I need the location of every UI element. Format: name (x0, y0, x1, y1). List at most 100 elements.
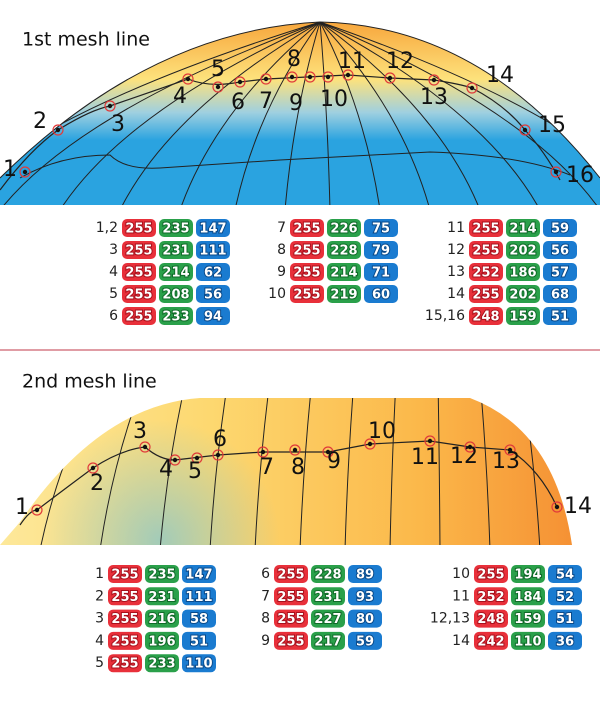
mesh-point-ring (31, 504, 43, 516)
rgb-value: 36 (556, 634, 574, 649)
rgb-box (348, 565, 382, 583)
point-label: 8 (291, 455, 305, 480)
mesh-point-ring (428, 74, 440, 86)
point-label: 7 (260, 455, 274, 480)
mesh-point (194, 455, 200, 461)
rgb-box (506, 285, 540, 303)
rgb-box (543, 241, 577, 259)
mesh-point (345, 72, 351, 78)
rgb-box (311, 587, 345, 606)
rgb-value: 255 (277, 568, 304, 583)
point-label: 4 (159, 457, 173, 482)
rgb-box (196, 285, 230, 303)
rgb-value: 226 (330, 222, 357, 237)
rgb-box (469, 263, 503, 281)
mesh-point-ring (504, 444, 516, 456)
rgb-value: 147 (185, 568, 212, 583)
rgb-box (364, 285, 398, 303)
meridian (344, 398, 355, 545)
mesh-point-ring (260, 73, 272, 85)
rgb-box (311, 631, 345, 650)
point-label: 6 (213, 427, 227, 452)
rgb-value: 147 (199, 222, 226, 237)
point-label: 2 (33, 109, 47, 134)
point-label: 11 (338, 49, 366, 74)
rgb-box (182, 587, 216, 606)
lower-mesh-line (19, 151, 571, 179)
mesh-point-ring (286, 71, 298, 83)
rgb-box (145, 654, 179, 673)
rgb-value: 255 (293, 244, 320, 259)
mesh-point (215, 452, 221, 458)
mesh-point (554, 504, 560, 510)
mesh-point-ring (519, 124, 531, 136)
mesh-point (107, 103, 113, 109)
rgb-value: 186 (509, 266, 536, 281)
rgb-box (327, 285, 361, 303)
rgb-box (543, 263, 577, 281)
rgb-value: 255 (111, 612, 138, 627)
rgb-value: 51 (556, 612, 574, 627)
rgb-value: 51 (190, 634, 208, 649)
rgb-value: 202 (509, 244, 536, 259)
rgb-value: 58 (190, 612, 208, 627)
rgb-box (469, 285, 503, 303)
meridian (319, 22, 600, 205)
point-label: 8 (287, 47, 301, 72)
rgb-value: 60 (372, 288, 390, 303)
rgb-box (511, 587, 545, 606)
rgb-box (182, 565, 216, 583)
rgb-box (469, 241, 503, 259)
row-label: 3 (95, 611, 104, 627)
rgb-box (196, 241, 230, 259)
mesh-point-ring (322, 446, 334, 458)
row-label: 8 (261, 611, 270, 627)
point-label: 12 (386, 49, 414, 74)
meridian (319, 22, 431, 205)
rgb-value: 248 (477, 612, 504, 627)
rgb-box (364, 241, 398, 259)
point-label: 7 (259, 89, 273, 114)
rgb-value: 235 (148, 568, 175, 583)
rgb-box (196, 219, 230, 237)
mesh-point (431, 77, 437, 83)
rgb-value: 94 (204, 310, 222, 325)
rgb-value: 194 (514, 568, 541, 583)
rgb-value: 242 (477, 634, 504, 649)
rgb-value: 248 (472, 310, 499, 325)
rgb-box (474, 565, 508, 583)
rgb-box (364, 219, 398, 237)
dome-2 (0, 398, 572, 545)
meridians (0, 22, 600, 205)
rgb-box (122, 263, 156, 281)
row-label: 1 (95, 566, 104, 582)
rgb-box (511, 609, 545, 628)
rgb-box (159, 219, 193, 237)
panel-title: 1st mesh line (22, 29, 150, 51)
mesh-point-ring (384, 72, 396, 84)
rgb-box (159, 241, 193, 259)
rgb-box (145, 631, 179, 650)
row-label: 13 (447, 264, 465, 280)
rgb-value: 233 (162, 310, 189, 325)
rgb-box (108, 587, 142, 606)
rgb-box (548, 587, 582, 606)
rgb-value: 71 (372, 266, 390, 281)
rgb-value: 255 (277, 634, 304, 649)
point-label: 5 (211, 57, 225, 82)
meridian (319, 22, 481, 205)
row-label: 8 (277, 242, 286, 258)
rgb-value: 89 (356, 568, 374, 583)
mesh-point-ring (87, 462, 99, 474)
mesh-point-ring (551, 501, 563, 513)
rgb-value: 93 (356, 590, 374, 605)
mesh-point (367, 441, 373, 447)
row-label: 9 (277, 264, 286, 280)
rgb-box (474, 587, 508, 606)
point-label: 3 (133, 419, 147, 444)
rgb-box (543, 285, 577, 303)
rgb-value: 219 (330, 288, 357, 303)
mesh-point-ring (139, 441, 151, 453)
mesh-point (185, 76, 191, 82)
rgb-box (290, 263, 324, 281)
